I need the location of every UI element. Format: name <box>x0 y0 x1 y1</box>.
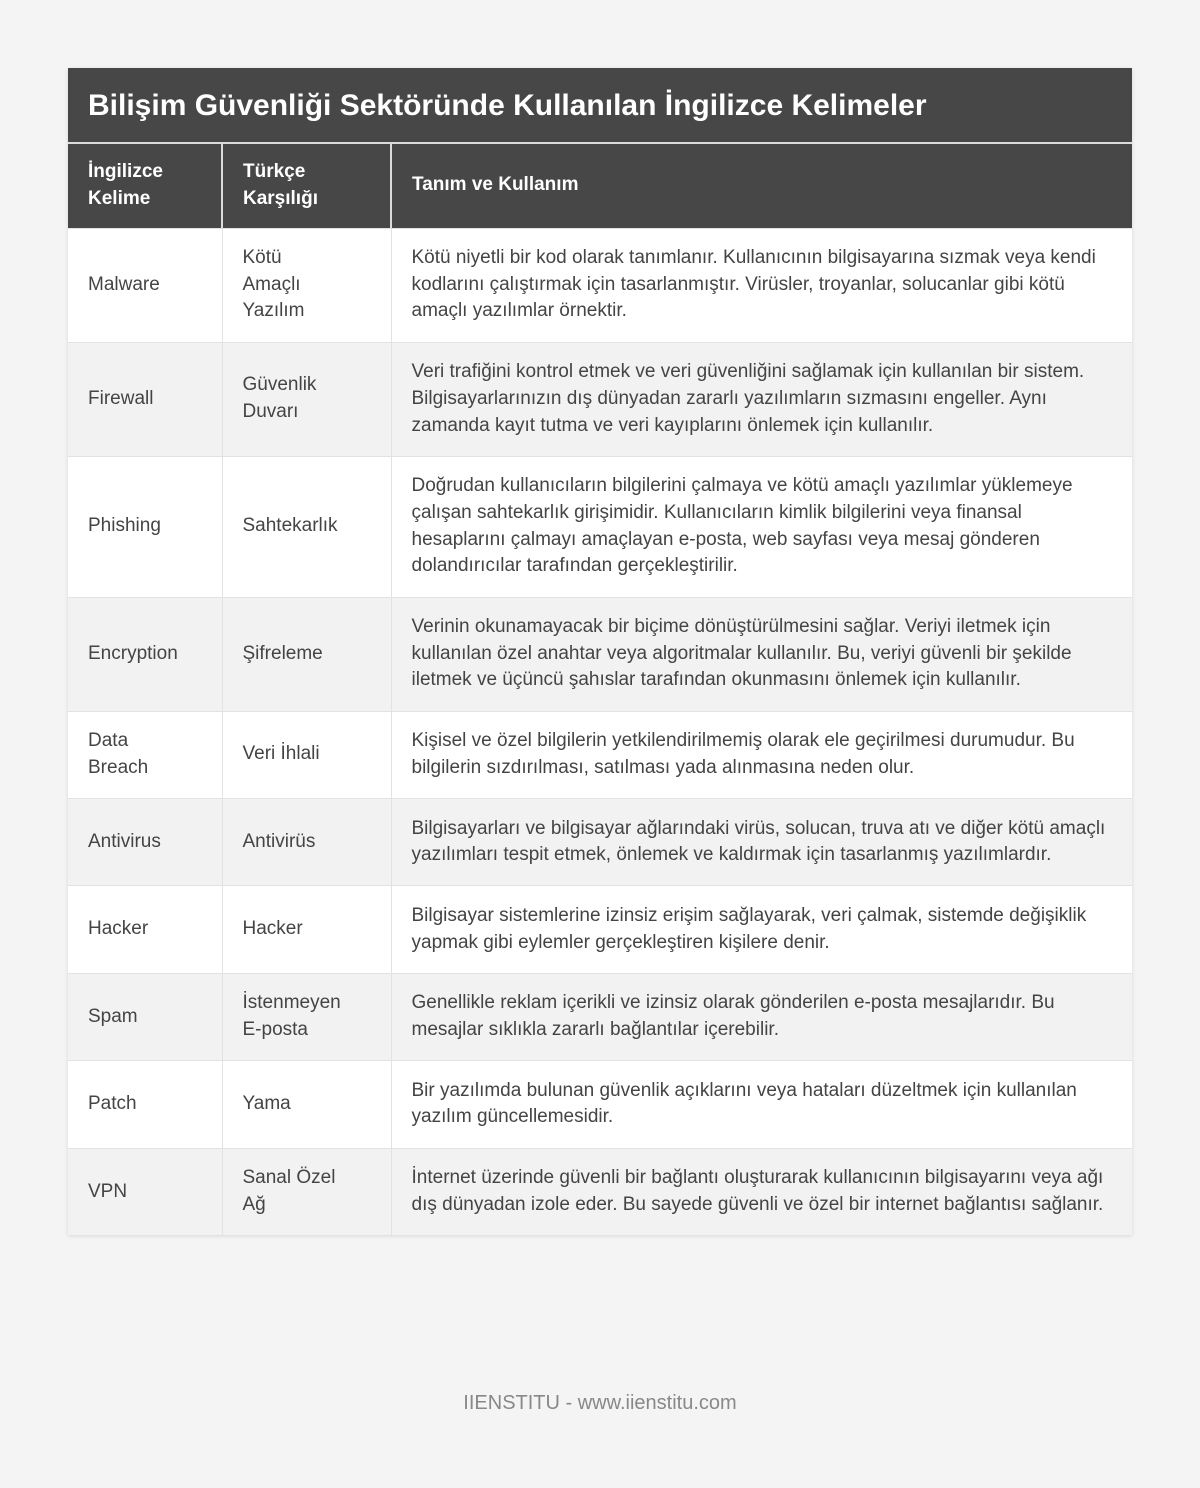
definition-cell: Bilgisayarları ve bilgisayar ağlarındaki… <box>391 798 1132 886</box>
table-row: Spam İstenmeyen E-posta Genellikle reklam … <box>68 972 1132 1061</box>
glossary-table-card: Bilişim Güvenliği Sektöründe Kullanılan … <box>68 68 1132 1236</box>
definition-cell: Genellikle reklam içerikli ve izinsiz ol… <box>391 972 1132 1061</box>
turkish-term-cell: Sanal Özel Ağ <box>222 1147 392 1236</box>
english-term-cell: Firewall <box>68 341 223 457</box>
english-term-cell: Antivirus <box>68 798 223 886</box>
english-term-cell: Encryption <box>68 596 223 712</box>
table-row: Firewall Güvenlik Duvarı Veri trafiğini ko… <box>68 341 1132 457</box>
english-term-cell: Phishing <box>68 455 223 598</box>
turkish-term-cell: Hacker <box>222 885 392 974</box>
english-term-cell: Data Breach <box>68 710 223 799</box>
table-row: Hacker Hacker Bilgisayar sistemlerine izin… <box>68 885 1132 974</box>
definition-cell: Kişisel ve özel bilgilerin yetkilendiril… <box>391 710 1132 799</box>
english-term-cell: Spam <box>68 972 223 1061</box>
table-row: Malware Kötü Amaçlı Yazılım Kötü niyetli b… <box>68 227 1132 343</box>
definition-cell: Doğrudan kullanıcıların bilgilerini çalm… <box>391 455 1132 598</box>
definition-cell: Bir yazılımda bulunan güvenlik açıkların… <box>391 1060 1132 1149</box>
column-header-definition: Tanım ve Kullanım <box>391 144 1132 228</box>
definition-cell: Kötü niyetli bir kod olarak tanımlanır. … <box>391 227 1132 343</box>
definition-cell: İnternet üzerinde güvenli bir bağlantı o… <box>391 1147 1132 1236</box>
turkish-term-cell: Sahtekarlık <box>222 455 392 598</box>
english-term-cell: Hacker <box>68 885 223 974</box>
definition-cell: Bilgisayar sistemlerine izinsiz erişim s… <box>391 885 1132 974</box>
turkish-term-cell: Yama <box>222 1060 392 1149</box>
turkish-term-cell: Güvenlik Duvarı <box>222 341 392 457</box>
turkish-term-cell: İstenmeyen E-posta <box>222 972 392 1061</box>
table-row: Antivirus Antivirüs Bilgisayarları ve bilg… <box>68 798 1132 886</box>
table-row: Patch Yama Bir yazılımda bulunan güvenlik … <box>68 1060 1132 1149</box>
english-term-cell: Patch <box>68 1060 223 1149</box>
table-row: VPN Sanal Özel Ağ İnternet üzerinde güvenl… <box>68 1147 1132 1236</box>
turkish-term-cell: Şifreleme <box>222 596 392 712</box>
english-term-cell: Malware <box>68 227 223 343</box>
turkish-term-cell: Veri İhlali <box>222 710 392 799</box>
table-row: Data Breach Veri İhlali Kişisel ve özel bi… <box>68 710 1132 799</box>
definition-cell: Veri trafiğini kontrol etmek ve veri güv… <box>391 341 1132 457</box>
column-header-turkish: Türkçe Karşılığı <box>222 144 392 228</box>
table-row: Phishing Sahtekarlık Doğrudan kullanıcılar… <box>68 455 1132 598</box>
footer-credit: IIENSTITU - www.iienstitu.com <box>463 1392 737 1414</box>
glossary-table: İngilizce Kelime Türkçe Karşılığı Tanım … <box>68 144 1132 1236</box>
column-header-english: İngilizce Kelime <box>68 144 223 228</box>
english-term-cell: VPN <box>68 1147 223 1236</box>
turkish-term-cell: Kötü Amaçlı Yazılım <box>222 227 392 343</box>
definition-cell: Verinin okunamayacak bir biçime dönüştür… <box>391 596 1132 712</box>
table-title: Bilişim Güvenliği Sektöründe Kullanılan … <box>68 68 1132 144</box>
table-header-row: İngilizce Kelime Türkçe Karşılığı Tanım … <box>68 144 1132 228</box>
turkish-term-cell: Antivirüs <box>222 798 392 886</box>
table-row: Encryption Şifreleme Verinin okunamayacak … <box>68 596 1132 712</box>
